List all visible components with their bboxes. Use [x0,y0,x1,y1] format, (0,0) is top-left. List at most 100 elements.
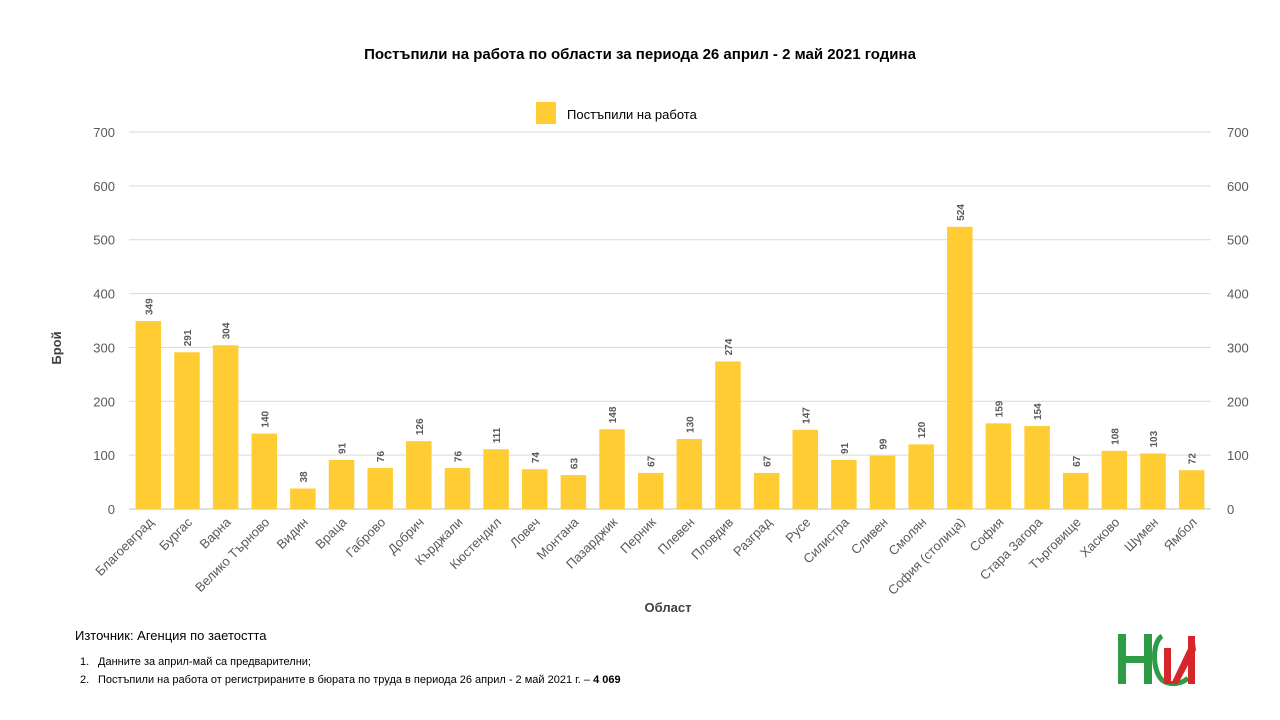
bar [290,488,316,509]
bar [522,469,548,509]
data-label: 72 [1188,453,1199,465]
bar [1024,426,1050,509]
footnotes: 1. Данните за април-май са предварителни;… [80,656,621,692]
y-tick-label: 300 [93,340,115,355]
y-tick-label: 700 [93,125,115,140]
x-tick-label: Варна [197,514,235,552]
y-tick-label: 0 [108,502,115,517]
data-label: 91 [840,442,851,454]
footnote-1: 1. Данните за април-май са предварителни; [80,656,621,668]
bar [637,472,664,509]
data-label: 76 [376,451,387,463]
data-label: 291 [183,329,194,346]
x-tick-label: Благоевград [92,514,157,579]
bar [908,444,934,509]
x-axis-title: Област [645,600,692,615]
data-label: 76 [453,451,464,463]
bars [135,226,1205,509]
data-label: 103 [1149,430,1160,447]
data-label: 130 [685,416,696,433]
bar [135,321,162,509]
data-label: 91 [338,442,349,454]
data-label: 67 [647,455,658,467]
bar [328,459,355,509]
y-tick-label-right: 500 [1227,233,1249,248]
data-labels: 349 291 304 140 38 91 76 126 76 111 74 63 148 67 130 27… [144,204,1198,483]
x-tick-label: Перник [617,514,659,556]
data-label: 147 [801,407,812,424]
data-label: 140 [260,410,271,427]
x-tick-label: Разград [730,514,775,559]
x-tick-label: Пловдив [688,514,736,562]
y-tick-label: 400 [93,287,115,302]
bar [599,429,625,509]
x-tick-label: Видин [274,515,311,552]
x-tick-label: Габрово [343,515,389,561]
x-tick-label: Шумен [1121,515,1161,555]
bar [831,459,857,509]
data-label: 120 [917,421,928,438]
y-tick-label: 100 [93,448,115,463]
data-label: 99 [879,438,890,450]
y-tick-label: 200 [93,394,115,409]
bar [753,472,780,509]
data-label: 126 [415,418,426,435]
bar [792,429,818,509]
y-tick-label: 500 [93,233,115,248]
x-tick-label: Ямбол [1161,515,1200,554]
source-note: Източник: Агенция по заетостта [75,628,267,643]
bar [947,226,973,509]
data-label: 67 [1072,455,1083,467]
data-label: 304 [222,322,233,339]
chart-title: Постъпили на работа по области за период… [364,46,916,63]
x-tick-label: Сливен [848,515,891,558]
y-tick-label-right: 600 [1227,179,1249,194]
data-label: 38 [299,471,310,483]
bar [985,423,1012,509]
footnote-number: 1. [80,656,90,668]
y-axis-title: Брой [49,331,64,364]
y-tick-label: 600 [93,179,115,194]
data-label: 108 [1110,428,1121,445]
bar [406,441,432,509]
bar [1140,453,1166,509]
bar [212,345,239,509]
y-tick-label-right: 300 [1227,340,1249,355]
data-label: 63 [569,458,580,470]
data-label: 524 [956,204,967,221]
nsi-logo [1118,633,1196,687]
x-tick-label: Бургас [156,514,195,553]
y-tick-label-right: 0 [1227,502,1234,517]
data-label: 67 [763,455,774,467]
x-tick-label: Ловеч [507,515,543,551]
bar [444,468,471,509]
data-label: 349 [144,298,155,315]
footnote-text: Постъпили на работа от регистрираните в … [98,674,594,686]
bar [174,352,200,509]
bar [367,468,393,509]
data-label: 159 [994,400,1005,417]
y-tick-label-right: 700 [1227,125,1249,140]
bar [560,475,587,509]
x-tick-label: Русе [782,515,813,546]
bar [869,455,896,509]
footnote-total: 4 069 [593,674,621,686]
bar [1178,470,1205,509]
bar [1063,472,1089,509]
data-label: 274 [724,338,735,355]
bar [483,449,509,509]
y-axis-left: 0 100 200 300 400 500 600 700 [93,125,115,517]
y-tick-label-right: 400 [1227,287,1249,302]
x-tick-label: Хасково [1077,515,1123,561]
footnote-number: 2. [80,674,90,686]
y-axis-right: 0 100 200 300 400 500 600 700 [1227,125,1249,517]
gridlines [129,131,1211,510]
legend: Постъпили на работа [536,102,698,124]
y-tick-label-right: 100 [1227,448,1249,463]
data-label: 74 [531,452,542,464]
data-label: 154 [1033,403,1044,420]
data-label: 148 [608,406,619,423]
footnote-2: 2. Постъпили на работа от регистрираните … [80,674,621,686]
